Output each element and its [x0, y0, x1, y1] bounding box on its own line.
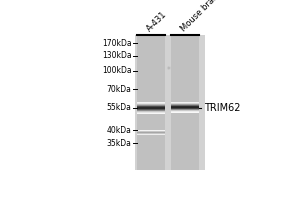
Bar [171, 104, 199, 105]
Text: A-431: A-431 [145, 10, 169, 33]
Text: 35kDa: 35kDa [107, 139, 132, 148]
Bar [137, 105, 165, 106]
Bar [171, 107, 199, 108]
Text: 40kDa: 40kDa [107, 126, 132, 135]
Text: 170kDa: 170kDa [102, 39, 132, 48]
Bar [137, 130, 165, 131]
Text: 130kDa: 130kDa [102, 51, 132, 60]
Text: *: * [167, 66, 171, 75]
Text: TRIM62: TRIM62 [204, 103, 240, 113]
Text: 100kDa: 100kDa [102, 66, 132, 75]
Text: 70kDa: 70kDa [107, 85, 132, 94]
Bar [135, 35, 205, 170]
Bar [171, 103, 199, 104]
Bar [171, 109, 199, 110]
Bar [171, 108, 199, 109]
Bar [137, 113, 165, 114]
Bar [137, 109, 165, 110]
Bar [137, 132, 165, 133]
Bar [171, 102, 199, 103]
Bar [171, 106, 199, 107]
Bar [171, 35, 199, 170]
Bar [137, 134, 165, 135]
Bar [137, 112, 165, 113]
Bar [171, 110, 199, 111]
Bar [137, 106, 165, 107]
Bar [137, 110, 165, 111]
Bar [137, 107, 165, 108]
Bar [171, 112, 199, 113]
Text: Mouse brain: Mouse brain [179, 0, 222, 33]
Bar [137, 103, 165, 104]
Text: 55kDa: 55kDa [107, 103, 132, 112]
Bar [137, 131, 165, 132]
Bar [171, 105, 199, 106]
Bar [137, 104, 165, 105]
Bar [137, 35, 165, 170]
Bar [137, 108, 165, 109]
Bar [137, 133, 165, 134]
Bar [137, 102, 165, 103]
Bar [171, 111, 199, 112]
Bar [137, 111, 165, 112]
